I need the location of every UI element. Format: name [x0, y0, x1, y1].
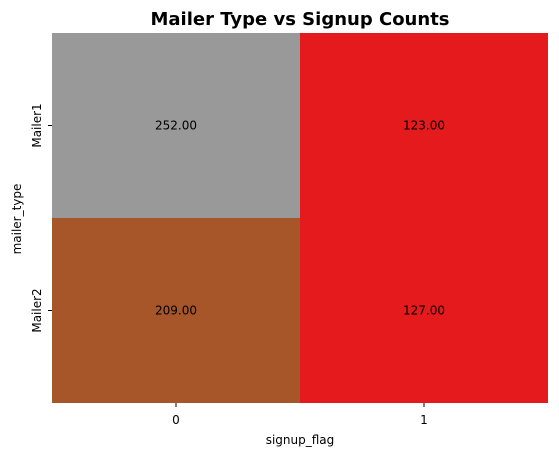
heatmap-cell-mailer1-1	[300, 33, 548, 218]
axis-ticks: 0 1 Mailer1 Mailer2	[30, 103, 428, 427]
heatmap-cells: 252.00 123.00 209.00 127.00	[52, 33, 548, 403]
cell-value-label: 123.00	[403, 119, 445, 133]
cell-value-label: 127.00	[403, 304, 445, 318]
heatmap-cell-mailer2-0	[52, 218, 300, 403]
cell-value-label: 252.00	[155, 119, 197, 133]
y-tick-label: Mailer2	[30, 288, 44, 332]
x-tick-label: 0	[172, 413, 180, 427]
y-tick-label: Mailer1	[30, 103, 44, 147]
chart-title: Mailer Type vs Signup Counts	[150, 9, 449, 30]
heatmap-cell-mailer2-1	[300, 218, 548, 403]
x-axis-label: signup_flag	[266, 433, 335, 447]
heatmap-cell-mailer1-0	[52, 33, 300, 218]
y-axis-label: mailer_type	[10, 184, 24, 255]
cell-value-label: 209.00	[155, 304, 197, 318]
x-tick-label: 1	[420, 413, 428, 427]
